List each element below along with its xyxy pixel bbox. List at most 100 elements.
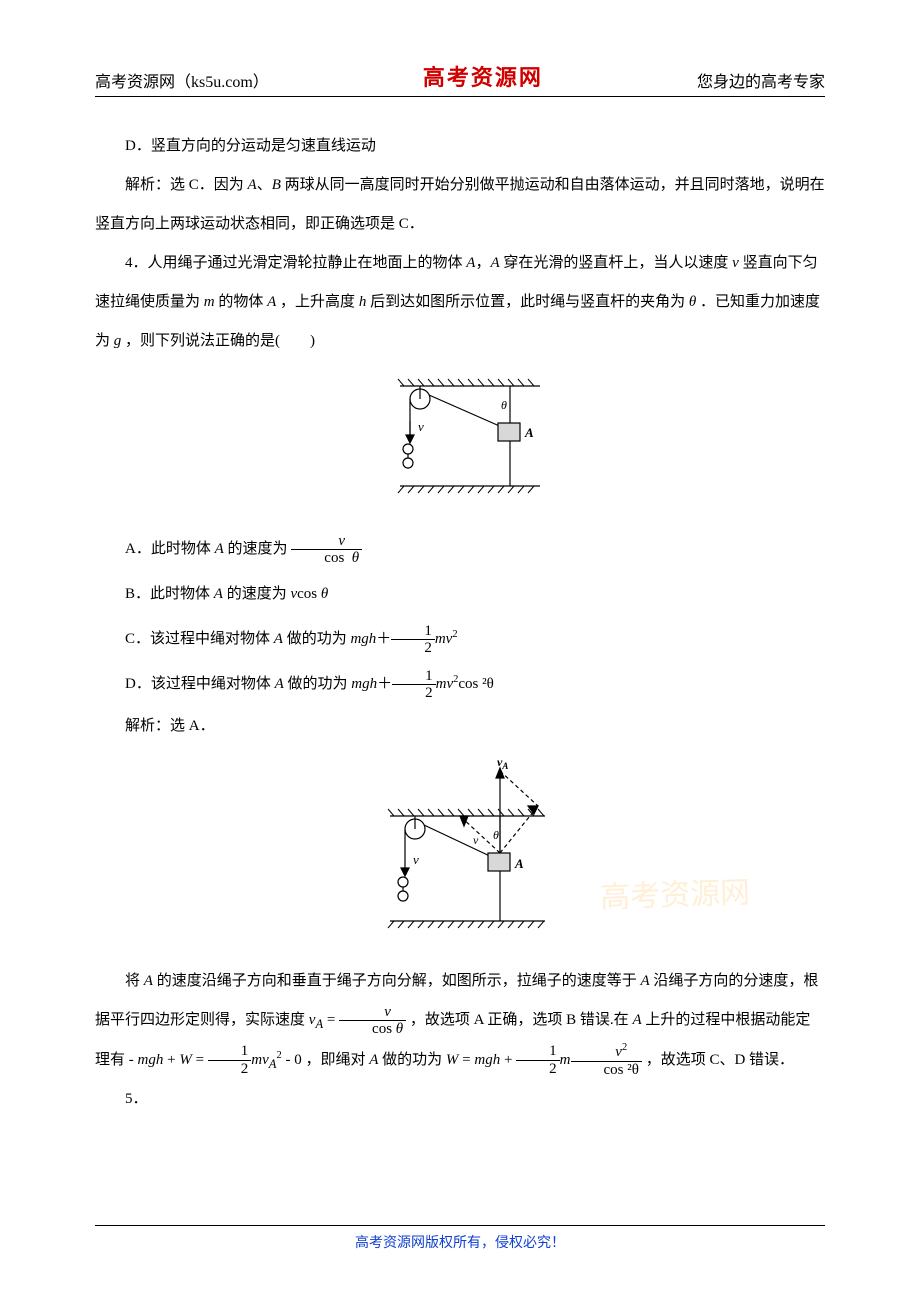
mgh: mgh: [474, 1052, 500, 1068]
plus: +: [500, 1052, 516, 1068]
fraction: 12: [516, 1043, 560, 1077]
text: ，即绳对: [305, 1052, 365, 1068]
numerator: 1: [392, 668, 436, 686]
denominator: cos θ: [339, 1021, 406, 1038]
cos2t: cos ²θ: [458, 676, 493, 692]
symbol-A: A: [369, 1052, 378, 1068]
page-header: 高考资源网（ks5u.com） 高考资源网 您身边的高考专家: [95, 60, 825, 97]
eq: =: [323, 1012, 339, 1028]
content-body: D．竖直方向的分运动是匀速直线运动 解析：选 C．因为 A、B 两球从同一高度同…: [95, 127, 825, 1119]
text: 4．人用绳子通过光滑定滑轮拉静止在地面上的物体: [125, 255, 463, 271]
symbol-A: A: [275, 676, 284, 692]
text: C．该过程中绳对物体: [125, 631, 270, 647]
W: W: [179, 1052, 192, 1068]
symbol-g: g: [114, 333, 122, 349]
fraction: 12: [391, 623, 435, 657]
symbol-A: A: [144, 973, 153, 989]
numerator: v: [339, 1004, 406, 1022]
m: m: [560, 1052, 571, 1068]
eq: =: [192, 1052, 208, 1068]
numerator: 1: [208, 1043, 252, 1061]
fig1-A: A: [524, 425, 534, 440]
text: 的物体: [218, 294, 263, 310]
option-c: C．该过程中绳对物体 A 做的功为 mgh＋12mv2: [95, 617, 825, 662]
text: 的速度为: [227, 586, 287, 602]
vA: vA: [309, 1012, 323, 1028]
symbol-A: A: [640, 973, 649, 989]
zero: 0: [294, 1052, 302, 1068]
cos: cos: [297, 586, 317, 602]
text: 解析：选 C．因为: [125, 177, 244, 193]
answer-3: 解析：选 C．因为 A、B 两球从同一高度同时开始分别做平抛运动和自由落体运动，…: [95, 166, 825, 244]
mgh: mgh: [350, 631, 376, 647]
question-5: 5．: [95, 1080, 825, 1119]
symbol-A: A: [274, 631, 283, 647]
symbol-A: A: [248, 177, 257, 193]
fraction: v2cos ²θ: [571, 1042, 642, 1078]
fig1-v: v: [418, 419, 424, 434]
minus: -: [129, 1052, 138, 1068]
explanation: 将 A 的速度沿绳子方向和垂直于绳子方向分解，如图所示，拉绳子的速度等于 A 沿…: [95, 962, 825, 1080]
mgh: mgh: [351, 676, 377, 692]
numerator: v: [291, 533, 362, 551]
text: 做的功为: [382, 1052, 442, 1068]
comma: 、: [257, 177, 272, 193]
denominator: cos θ: [291, 550, 362, 567]
header-center-brand: 高考资源网: [423, 60, 543, 92]
text: A．此时物体: [125, 541, 211, 557]
page: 高考资源网（ks5u.com） 高考资源网 您身边的高考专家 高考资源网 D．竖…: [0, 0, 920, 1302]
denominator: cos ²θ: [571, 1062, 642, 1079]
fraction: v cos θ: [291, 533, 362, 567]
minus: -: [282, 1052, 295, 1068]
theta: θ: [321, 586, 328, 602]
header-left: 高考资源网（ks5u.com）: [95, 68, 269, 92]
numerator: v2: [571, 1042, 642, 1062]
text: 做的功为: [287, 631, 347, 647]
denominator: 2: [516, 1061, 560, 1078]
mv: mv: [435, 631, 453, 647]
text: B．此时物体: [125, 586, 210, 602]
symbol-v: v: [732, 255, 739, 271]
text: ，则下列说法正确的是( ): [125, 333, 315, 349]
fig2-v: v: [413, 852, 419, 867]
text: ，上升高度: [280, 294, 355, 310]
symbol-A: A: [632, 1012, 641, 1028]
text: 后到达如图所示位置，此时绳与竖直杆的夹角为: [370, 294, 685, 310]
page-footer: 高考资源网版权所有，侵权必究！: [95, 1225, 825, 1252]
mv: mv: [436, 676, 454, 692]
symbol-A: A: [214, 586, 223, 602]
text: ，故选项 A 正确，选项 B 错误.在: [410, 1012, 629, 1028]
denominator: 2: [208, 1061, 252, 1078]
option-d: D．该过程中绳对物体 A 做的功为 mgh＋12mv2cos ²θ: [95, 662, 825, 707]
symbol-h: h: [359, 294, 367, 310]
plus: +: [163, 1052, 179, 1068]
numerator: 1: [391, 623, 435, 641]
text: 的速度沿绳子方向和垂直于绳子方向分解，如图所示，拉绳子的速度等于: [157, 973, 637, 989]
denominator: 2: [392, 685, 436, 702]
option-a: A．此时物体 A 的速度为 v cos θ: [95, 527, 825, 572]
symbol-A: A: [267, 294, 276, 310]
answer-4: 解析：选 A．: [95, 707, 825, 746]
symbol-B: B: [272, 177, 281, 193]
fig2-A: A: [514, 856, 524, 871]
fig2-vA: vA: [497, 756, 508, 771]
figure-1: θ A v: [95, 371, 825, 517]
fraction: vcos θ: [339, 1004, 406, 1038]
question-4: 4．人用绳子通过光滑定滑轮拉静止在地面上的物体 A，A 穿在光滑的竖直杆上，当人…: [95, 244, 825, 361]
prev-option-d: D．竖直方向的分运动是匀速直线运动: [95, 127, 825, 166]
text: D．该过程中绳对物体: [125, 676, 271, 692]
sq: 2: [452, 629, 457, 640]
text: 做的功为: [288, 676, 348, 692]
symbol-A: A: [215, 541, 224, 557]
fraction: 12: [208, 1043, 252, 1077]
mv: mv: [251, 1052, 269, 1068]
eq: =: [458, 1052, 474, 1068]
fig2-theta: θ: [493, 828, 499, 842]
figure-2: θ A v v vA: [95, 756, 825, 952]
text: 的速度为: [228, 541, 288, 557]
symbol-m: m: [204, 294, 215, 310]
fraction: 12: [392, 668, 436, 702]
denominator: 2: [391, 640, 435, 657]
fig1-theta: θ: [501, 398, 507, 412]
text: ，故选项 C、D 错误．: [646, 1052, 794, 1068]
